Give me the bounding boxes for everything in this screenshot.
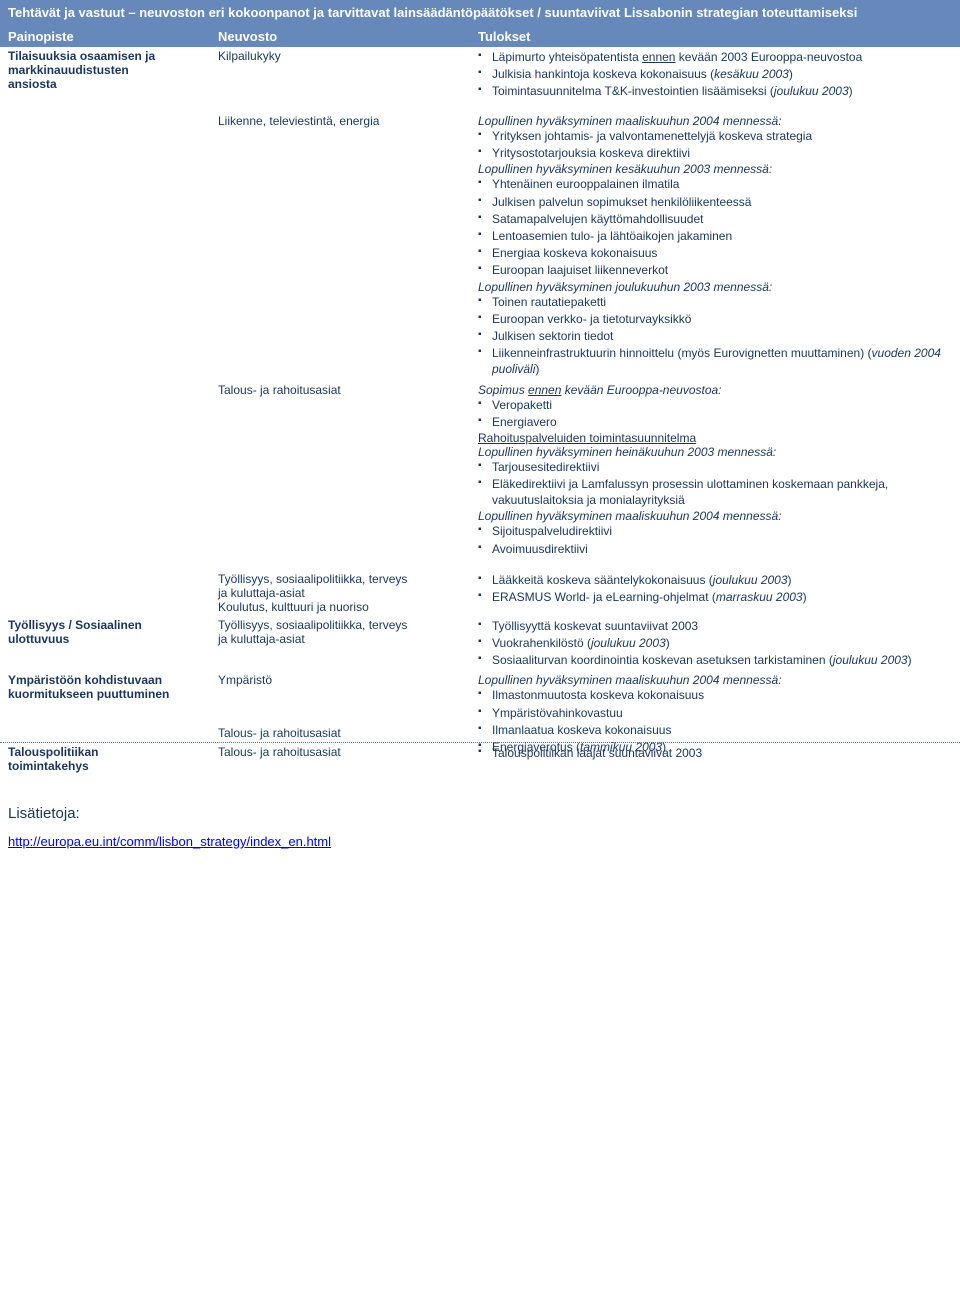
bullet-list: VeropakettiEnergiavero <box>478 397 952 430</box>
painopiste-cell <box>0 381 210 385</box>
bullet-item: Julkisen sektorin tiedot <box>478 328 952 344</box>
bullet-item: Toimintasuunnitelma T&K-investointien li… <box>478 83 952 99</box>
footer-link[interactable]: http://europa.eu.int/comm/lisbon_strateg… <box>8 834 331 849</box>
tulokset-cell: Talouspolitiikan laajat suuntaviivat 200… <box>470 743 960 764</box>
bullet-item: Avoimuusdirektiivi <box>478 541 952 557</box>
bullet-item: Euroopan verkko- ja tietoturvayksikkö <box>478 311 952 327</box>
tulokset-cell: Lääkkeitä koskeva sääntelykokonaisuus (j… <box>470 570 960 608</box>
bullet-item: Ilmastonmuutosta koskeva kokonaisuus <box>478 687 952 703</box>
painopiste-cell: Tilaisuuksia osaamisen jamarkkinauudistu… <box>0 47 210 93</box>
section-heading: Lopullinen hyväksyminen heinäkuuhun 2003… <box>478 445 952 459</box>
painopiste-cell <box>0 112 210 116</box>
bullet-item: Toinen rautatiepaketti <box>478 294 952 310</box>
table-row: Liikenne, televiestintä, energia Lopullin… <box>0 112 960 380</box>
table-row: Työllisyys / SosiaalinenulottuvuusTyölli… <box>0 616 960 672</box>
painopiste-cell <box>0 570 210 574</box>
bullet-item: Julkisen palvelun sopimukset henkilöliik… <box>478 194 952 210</box>
section-heading: Lopullinen hyväksyminen joulukuuhun 2003… <box>478 280 952 294</box>
bullet-item: Sijoituspalveludirektiivi <box>478 523 952 539</box>
bullet-item: Julkisia hankintoja koskeva kokonaisuus … <box>478 66 952 82</box>
bullet-item: Ilmanlaatua koskeva kokonaisuus <box>478 722 952 738</box>
bullet-list: Toinen rautatiepakettiEuroopan verkko- j… <box>478 294 952 378</box>
bullet-list: Läpimurto yhteisöpatentista ennen kevään… <box>478 49 952 100</box>
bullet-item: Lentoasemien tulo- ja lähtöaikojen jakam… <box>478 228 952 244</box>
bullet-list: Yrityksen johtamis- ja valvontamenettely… <box>478 128 952 161</box>
neuvosto-cell: Talous- ja rahoitusasiat <box>210 724 470 742</box>
section-heading: Lopullinen hyväksyminen maaliskuuhun 200… <box>478 114 952 128</box>
section-heading: Lopullinen hyväksyminen kesäkuuhun 2003 … <box>478 162 952 176</box>
neuvosto-cell: Työllisyys, sosiaalipolitiikka, terveysj… <box>210 616 470 648</box>
bullet-item: Ympäristövahinkovastuu <box>478 705 952 721</box>
bullet-item: Lääkkeitä koskeva sääntelykokonaisuus (j… <box>478 572 952 588</box>
bullet-list: Talouspolitiikan laajat suuntaviivat 200… <box>478 745 952 761</box>
neuvosto-cell: Kilpailukyky <box>210 47 470 65</box>
painopiste-cell: Ympäristöön kohdistuvaankuormitukseen pu… <box>0 671 210 703</box>
table-row: Työllisyys, sosiaalipolitiikka, terveysj… <box>0 570 960 616</box>
neuvosto-cell: Työllisyys, sosiaalipolitiikka, terveysj… <box>210 570 470 616</box>
painopiste-cell: Työllisyys / Sosiaalinenulottuvuus <box>0 616 210 648</box>
table-row: TalouspolitiikantoimintakehysTalous- ja … <box>0 743 960 775</box>
bullet-list: Lääkkeitä koskeva sääntelykokonaisuus (j… <box>478 572 952 605</box>
bullet-list: Työllisyyttä koskevat suuntaviivat 2003V… <box>478 618 952 669</box>
neuvosto-cell: Ympäristö <box>210 671 470 689</box>
bullet-item: Tarjousesitedirektiivi <box>478 459 952 475</box>
header-painopiste: Painopiste <box>0 26 210 47</box>
neuvosto-cell: Talous- ja rahoitusasiat <box>210 743 470 761</box>
bullet-item: Talouspolitiikan laajat suuntaviivat 200… <box>478 745 952 761</box>
bullet-list: Sijoituspalveludirektiivi Avoimuusdirekti… <box>478 523 952 556</box>
bullet-list: Yhtenäinen eurooppalainen ilmatila Julkis… <box>478 176 952 278</box>
table-row: Tilaisuuksia osaamisen jamarkkinauudistu… <box>0 47 960 103</box>
bullet-item: Energiaa koskeva kokonaisuus <box>478 245 952 261</box>
painopiste-cell: Talouspolitiikantoimintakehys <box>0 743 210 775</box>
footer: Lisätietoja: http://europa.eu.int/comm/l… <box>0 775 960 869</box>
tulokset-cell: Lopullinen hyväksyminen maaliskuuhun 200… <box>470 112 960 380</box>
header-neuvosto: Neuvosto <box>210 26 470 47</box>
section-heading: Lopullinen hyväksyminen maaliskuuhun 200… <box>478 509 952 523</box>
footer-label: Lisätietoja: <box>8 805 952 822</box>
bullet-item: Yritysostotarjouksia koskeva direktiivi <box>478 145 952 161</box>
section-heading: Sopimus ennen kevään Eurooppa-neuvostoa: <box>478 383 952 397</box>
bullet-item: Sosiaaliturvan koordinointia koskevan as… <box>478 652 952 668</box>
section-heading: Lopullinen hyväksyminen maaliskuuhun 200… <box>478 673 952 687</box>
bullet-item: Energiavero <box>478 414 952 430</box>
table-header-row: Painopiste Neuvosto Tulokset <box>0 26 960 47</box>
neuvosto-cell: Talous- ja rahoitusasiat <box>210 381 470 399</box>
bullet-item: Veropaketti <box>478 397 952 413</box>
bullet-item: Yrityksen johtamis- ja valvontamenettely… <box>478 128 952 144</box>
tulokset-cell: Läpimurto yhteisöpatentista ennen kevään… <box>470 47 960 103</box>
bullet-item: ERASMUS World- ja eLearning-ohjelmat (ma… <box>478 589 952 605</box>
bullet-item: Euroopan laajuiset liikenneverkot <box>478 262 952 278</box>
tulokset-cell: Työllisyyttä koskevat suuntaviivat 2003V… <box>470 616 960 672</box>
section-heading: Rahoituspalveluiden toimintasuunnitelma <box>478 431 952 445</box>
bullet-item: Eläkedirektiivi ja Lamfalussyn prosessin… <box>478 476 952 508</box>
document-title: Tehtävät ja vastuut – neuvoston eri koko… <box>0 0 960 26</box>
tulokset-cell: Sopimus ennen kevään Eurooppa-neuvostoa:… <box>470 381 960 560</box>
bullet-list: TarjousesitedirektiiviEläkedirektiivi ja… <box>478 459 952 509</box>
bullet-item: Työllisyyttä koskevat suuntaviivat 2003 <box>478 618 952 634</box>
bullet-item: Liikenneinfrastruktuurin hinnoittelu (my… <box>478 345 952 377</box>
bullet-item: Satamapalvelujen käyttömahdollisuudet <box>478 211 952 227</box>
neuvosto-cell: Liikenne, televiestintä, energia <box>210 112 470 130</box>
bullet-item: Yhtenäinen eurooppalainen ilmatila <box>478 176 952 192</box>
bullet-item: Vuokrahenkilöstö (joulukuu 2003) <box>478 635 952 651</box>
header-tulokset: Tulokset <box>470 26 960 47</box>
bullet-item: Läpimurto yhteisöpatentista ennen kevään… <box>478 49 952 65</box>
table-row: Talous- ja rahoitusasiatSopimus ennen ke… <box>0 381 960 560</box>
